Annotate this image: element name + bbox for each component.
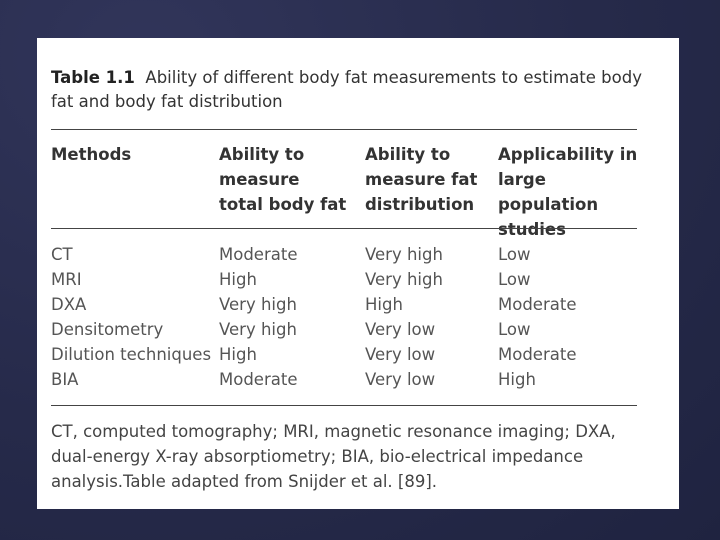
cell-fat-distribution: Very high	[365, 270, 443, 289]
cell-total-fat: Very high	[219, 320, 297, 339]
cell-method: Dilution techniques	[51, 345, 212, 364]
cell-applicability: Low	[498, 320, 531, 339]
cell-total-fat: Moderate	[219, 370, 298, 389]
cell-fat-distribution: High	[365, 295, 403, 314]
cell-fat-distribution: Very high	[365, 245, 443, 264]
cell-applicability: Moderate	[498, 295, 577, 314]
table-row: DXA Very high High Moderate	[37, 292, 679, 317]
header-methods: Methods	[51, 145, 132, 164]
table-label: Table 1.1	[51, 68, 135, 87]
cell-method: CT	[51, 245, 73, 264]
cell-applicability: Low	[498, 245, 531, 264]
table-row: BIA Moderate Very low High	[37, 367, 679, 392]
cell-method: MRI	[51, 270, 82, 289]
cell-total-fat: Very high	[219, 295, 297, 314]
cell-total-fat: High	[219, 270, 257, 289]
table-row: MRI High Very high Low	[37, 267, 679, 292]
table-footnote: CT, computed tomography; MRI, magnetic r…	[51, 422, 616, 491]
table-row: Dilution techniques High Very low Modera…	[37, 342, 679, 367]
top-rule	[51, 129, 637, 130]
cell-method: Densitometry	[51, 320, 164, 339]
cell-applicability: Low	[498, 270, 531, 289]
header-applicability: Applicability in large population studie…	[498, 145, 638, 239]
bottom-rule	[51, 405, 637, 406]
table-row: CT Moderate Very high Low	[37, 242, 679, 267]
cell-total-fat: Moderate	[219, 245, 298, 264]
cell-total-fat: High	[219, 345, 257, 364]
cell-method: DXA	[51, 295, 87, 314]
header-total-fat: Ability to measure total body fat	[219, 145, 347, 214]
cell-method: BIA	[51, 370, 79, 389]
cell-applicability: High	[498, 370, 536, 389]
cell-fat-distribution: Very low	[365, 345, 436, 364]
table-row: Densitometry Very high Very low Low	[37, 317, 679, 342]
cell-fat-distribution: Very low	[365, 320, 436, 339]
cell-applicability: Moderate	[498, 345, 577, 364]
header-rule	[51, 228, 637, 229]
slide-panel: Table 1.1 Ability of different body fat …	[37, 38, 679, 509]
table-caption: Table 1.1 Ability of different body fat …	[51, 66, 651, 114]
table-title: Ability of different body fat measuremen…	[51, 68, 642, 111]
cell-fat-distribution: Very low	[365, 370, 436, 389]
header-fat-distribution: Ability to measure fat distribution	[365, 145, 478, 214]
